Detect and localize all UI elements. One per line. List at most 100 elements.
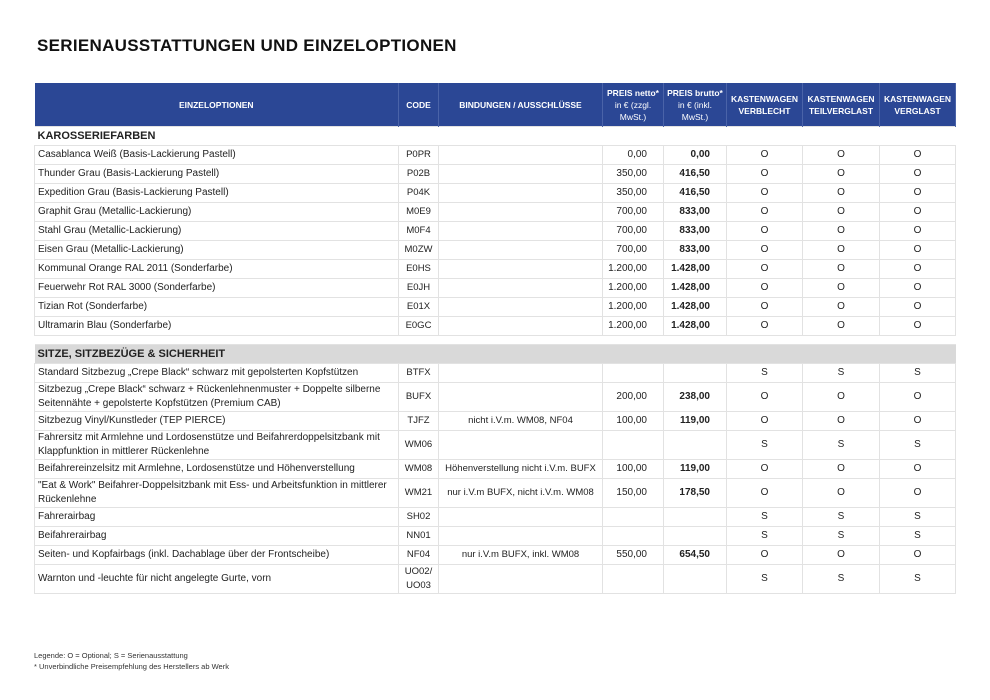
option-name: "Eat & Work" Beifahrer-Doppelsitzbank mi… [34,478,399,508]
option-name: Beifahrerairbag [34,526,399,546]
column-header: KASTENWAGEN VERBLECHT [726,83,803,127]
availability: O [802,164,880,184]
header-label: KASTENWAGEN VERBLECHT [730,93,799,116]
option-constraint [438,430,603,460]
option-constraint [438,363,603,383]
availability: S [879,430,956,460]
availability: O [726,382,803,412]
availability: S [802,430,880,460]
price-net: 1.200,00 [602,278,664,298]
header-label: PREIS netto* [607,87,659,98]
availability: O [879,202,956,222]
option-name: Kommunal Orange RAL 2011 (Sonderfarbe) [34,259,399,279]
option-name: Warnton und -leuchte für nicht angelegte… [34,564,399,594]
price-gross: 1.428,00 [663,278,727,298]
option-code: NF04 [398,545,439,565]
option-code: TJFZ [398,411,439,431]
availability: O [879,459,956,479]
availability: O [879,545,956,565]
page-title: SERIENAUSSTATTUNGEN UND EINZELOPTIONEN [37,36,457,55]
availability: O [879,145,956,165]
option-constraint: nur i.V.m BUFX, nicht i.V.m. WM08 [438,478,603,508]
option-code: E0GC [398,316,439,336]
option-name: Beifahrereinzelsitz mit Armlehne, Lordos… [34,459,399,479]
price-gross: 1.428,00 [663,259,727,279]
availability: O [802,240,880,260]
option-name: Sitzbezug Vinyl/Kunstleder (TEP PIERCE) [34,411,399,431]
availability: S [879,363,956,383]
availability: O [726,183,803,203]
column-header: PREIS brutto* in € (inkl. MwSt.) [663,83,727,127]
availability: O [726,411,803,431]
price-net: 350,00 [602,183,664,203]
option-row: Feuerwehr Rot RAL 3000 (Sonderfarbe) E0JH… [34,278,956,298]
availability: O [802,411,880,431]
price-net [602,564,664,594]
price-gross [663,507,727,527]
option-constraint: nur i.V.m BUFX, inkl. WM08 [438,545,603,565]
option-code: WM08 [398,459,439,479]
price-net: 700,00 [602,202,664,222]
option-name: Tizian Rot (Sonderfarbe) [34,297,399,317]
availability: S [726,564,803,594]
option-row: Ultramarin Blau (Sonderfarbe) E0GC 1.200,0… [34,316,956,336]
availability: O [879,297,956,317]
option-row: Warnton und -leuchte für nicht angelegte… [34,564,956,594]
availability: O [726,478,803,508]
price-net: 700,00 [602,240,664,260]
option-name: Feuerwehr Rot RAL 3000 (Sonderfarbe) [34,278,399,298]
price-gross: 178,50 [663,478,727,508]
option-row: Casablanca Weiß (Basis-Lackierung Pastel… [34,145,956,165]
price-net: 200,00 [602,382,664,412]
option-row: Graphit Grau (Metallic-Lackierung) M0E9 70… [34,202,956,222]
availability: O [726,221,803,241]
price-gross [663,363,727,383]
availability: O [879,221,956,241]
availability: O [726,297,803,317]
availability: O [879,259,956,279]
availability: O [879,382,956,412]
option-code: M0F4 [398,221,439,241]
option-code: P0PR [398,145,439,165]
availability: S [802,507,880,527]
price-gross: 1.428,00 [663,297,727,317]
option-name: Expedition Grau (Basis-Lackierung Pastel… [34,183,399,203]
price-gross: 1.428,00 [663,316,727,336]
option-code: BTFX [398,363,439,383]
price-net: 1.200,00 [602,259,664,279]
option-row: Kommunal Orange RAL 2011 (Sonderfarbe) E0… [34,259,956,279]
table-head: EINZELOPTIONEN CODE BINDUNGEN / AUSSCHLÜSS… [34,83,956,127]
section-title: SITZE, SITZBEZÜGE & SICHERHEIT [34,344,956,364]
availability: O [802,221,880,241]
option-row: Stahl Grau (Metallic-Lackierung) M0F4 700,… [34,221,956,241]
header-label: EINZELOPTIONEN [178,99,254,110]
option-constraint [438,183,603,203]
option-name: Eisen Grau (Metallic-Lackierung) [34,240,399,260]
header-label: KASTENWAGEN TEILVERGLAST [807,93,875,116]
availability: O [802,478,880,508]
option-name: Casablanca Weiß (Basis-Lackierung Pastel… [34,145,399,165]
column-header: PREIS netto* in € (zzgl. MwSt.) [602,83,664,127]
availability: O [802,278,880,298]
availability: O [802,259,880,279]
footnote: * Unverbindliche Preisempfehlung des Her… [34,662,229,671]
option-code: NN01 [398,526,439,546]
option-constraint [438,382,603,412]
availability: O [879,316,956,336]
option-constraint [438,278,603,298]
option-constraint: nicht i.V.m. WM08, NF04 [438,411,603,431]
price-gross: 0,00 [663,145,727,165]
availability: O [802,145,880,165]
option-name: Fahrersitz mit Armlehne und Lordosenstüt… [34,430,399,460]
availability: O [879,240,956,260]
option-constraint [438,202,603,222]
option-row: Standard Sitzbezug „Crepe Black“ schwarz… [34,363,956,383]
option-name: Sitzbezug „Crepe Black“ schwarz + Rücken… [34,382,399,412]
option-row: Eisen Grau (Metallic-Lackierung) M0ZW 700,… [34,240,956,260]
option-constraint [438,297,603,317]
spacer [35,336,956,345]
option-constraint [438,564,603,594]
option-constraint [438,145,603,165]
option-row: Thunder Grau (Basis-Lackierung Pastell) P… [34,164,956,184]
